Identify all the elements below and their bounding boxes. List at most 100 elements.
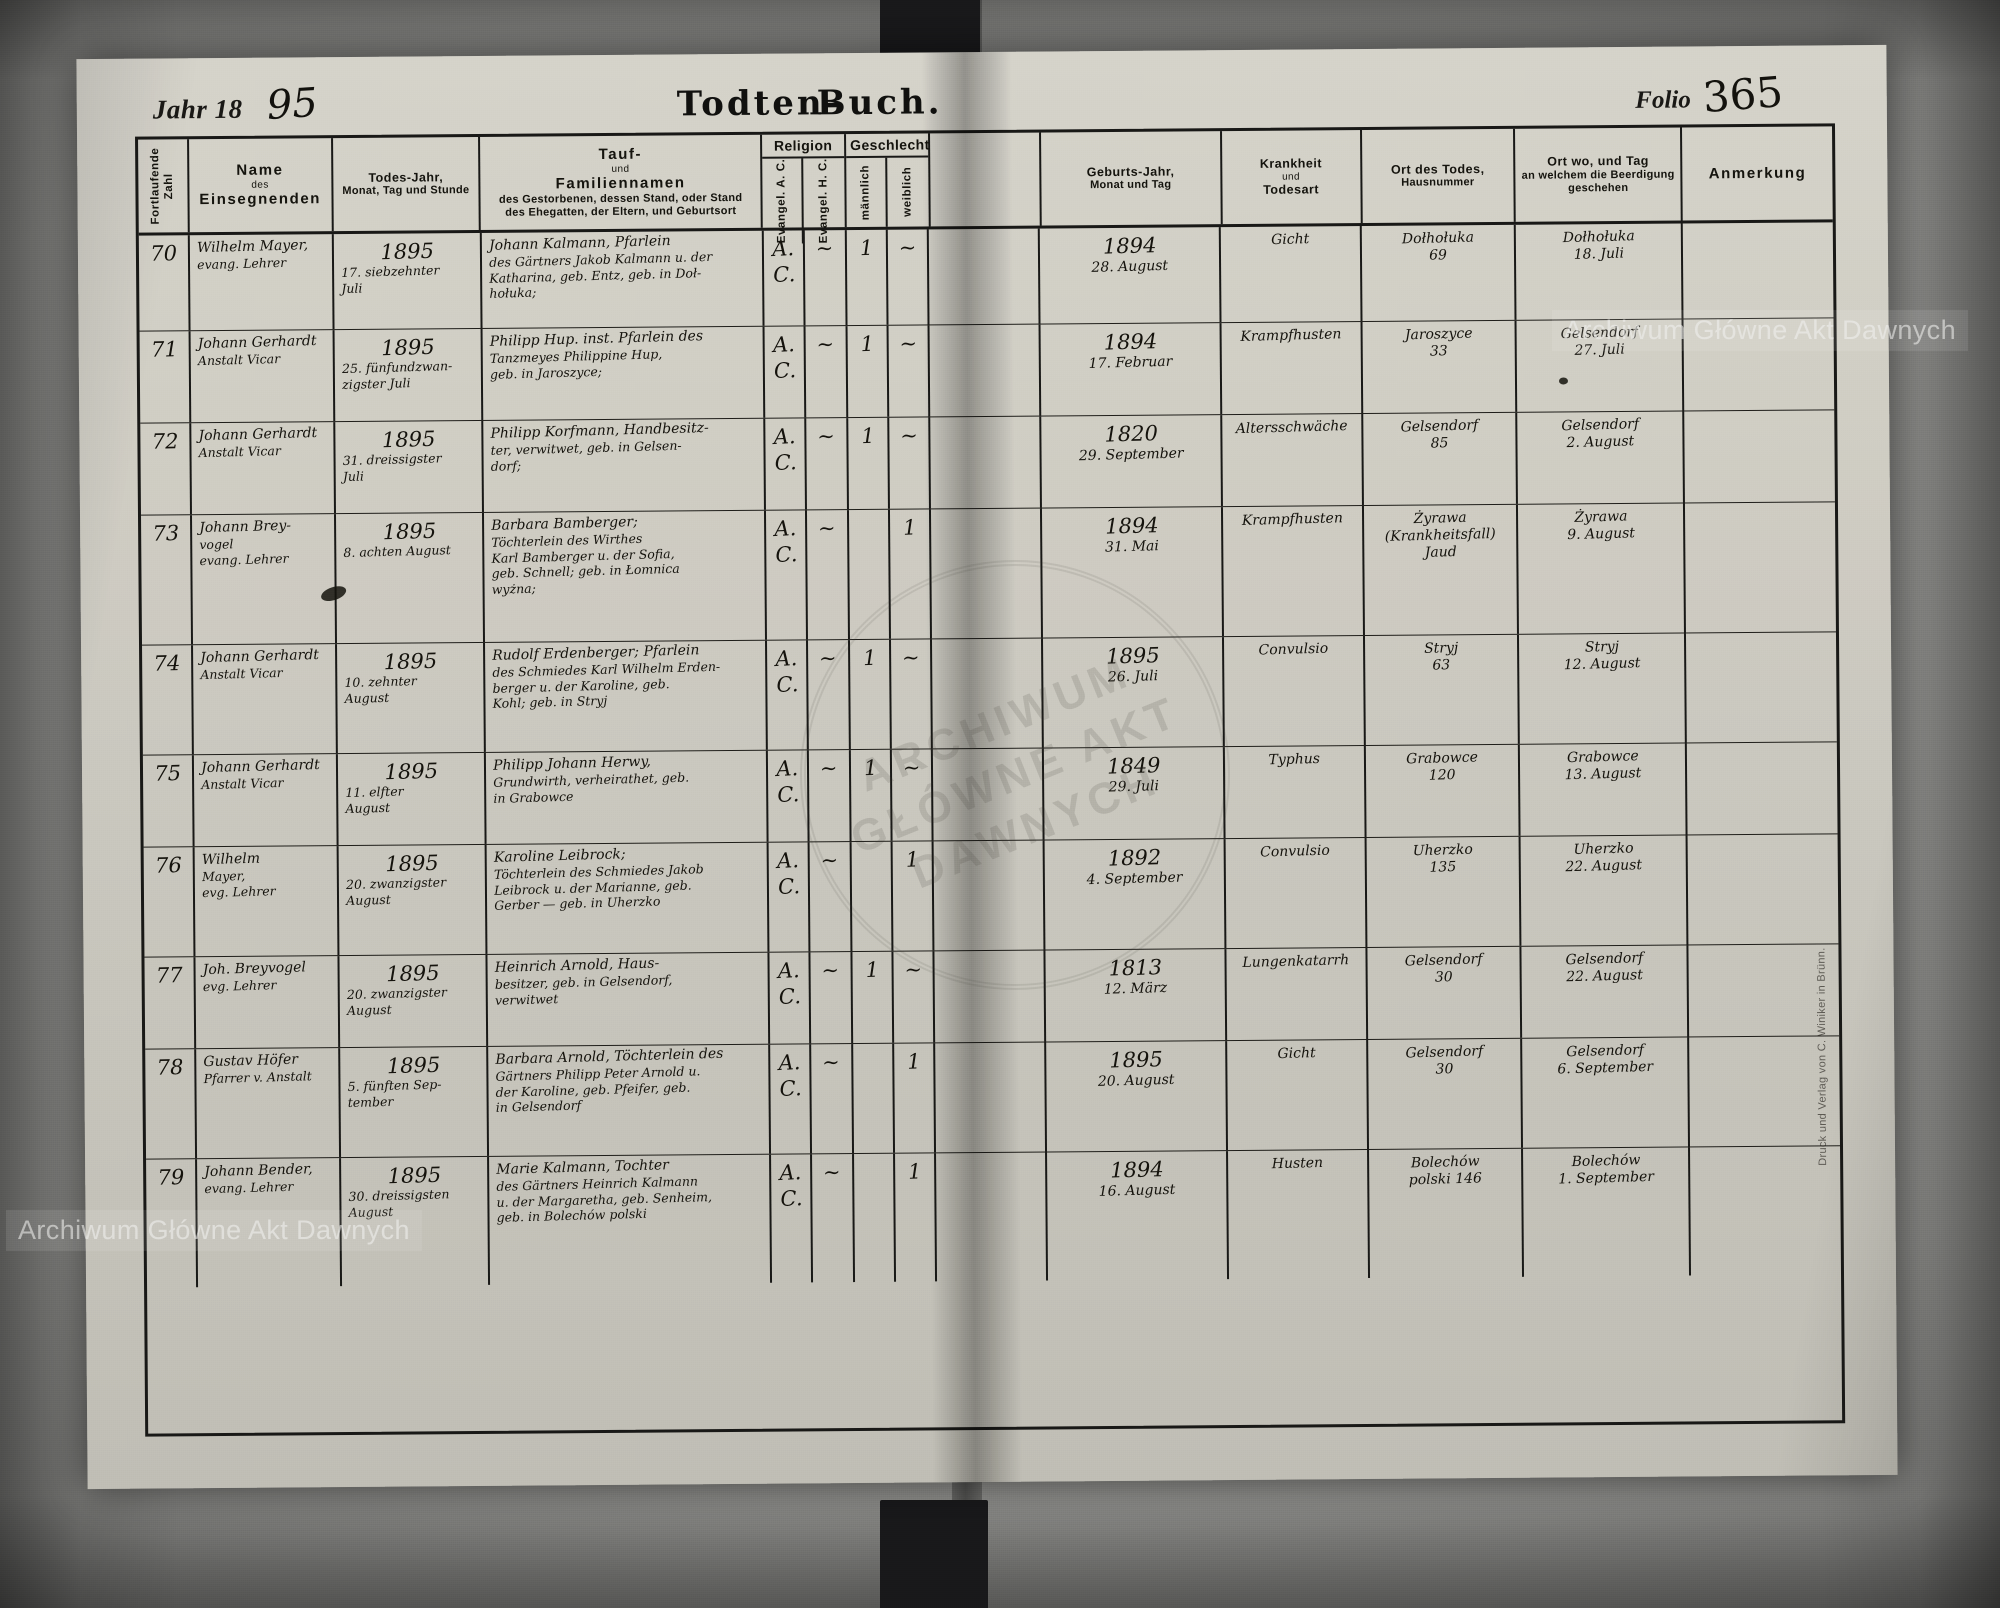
cell-beerdigung: Uherzko 22. August xyxy=(1520,835,1689,946)
column-header-anmerkung: Anmerkung xyxy=(1682,126,1832,220)
cell-geschlecht-maennlich: 1 xyxy=(852,951,895,1044)
cell-anmerkung xyxy=(1683,222,1834,318)
cell-todesjahr: 1895 17. siebzehnter Juli xyxy=(333,232,483,330)
cell-geschlecht-maennlich xyxy=(851,841,894,952)
cell-name-einsegnenden: Wilhelm Mayer, evang. Lehrer xyxy=(189,234,335,331)
cell-geburtsjahr: 1813 12. März xyxy=(1045,949,1228,1042)
beerd-main-label: Ort wo, und Tag xyxy=(1547,153,1649,169)
religion-label: Religion xyxy=(762,134,845,159)
cell-todesjahr: 1895 11. elfter August xyxy=(338,752,487,846)
cell-geburtsjahr: 1894 17. Februar xyxy=(1040,323,1223,416)
cell-laufende-zahl: 71 xyxy=(139,331,192,423)
cell-ort-des-todes: Gelsendorf 30 xyxy=(1367,946,1522,1040)
cell-laufende-zahl: 70 xyxy=(138,235,191,331)
cell-geschlecht-weiblich: ~ xyxy=(891,749,934,841)
year-value: 95 xyxy=(265,79,320,129)
cell-name-einsegnenden: Johann Gerhardt Anstalt Vicar xyxy=(190,330,336,423)
cell-tauf-familiennamen: Barbara Bamberger; Töchterlein des Wirthe… xyxy=(484,510,768,642)
cell-geburtsjahr: 1894 28. August xyxy=(1040,227,1222,324)
cell-tauf-familiennamen: Barbara Arnold, Töchterlein des Gärtners … xyxy=(488,1044,772,1156)
cell-gutter xyxy=(928,228,1041,325)
ink-blot xyxy=(1558,377,1569,385)
cell-anmerkung xyxy=(1684,318,1835,410)
folio-label: Folio xyxy=(1635,86,1691,114)
cell-gutter xyxy=(933,840,1046,951)
cell-religion-hc: ~ xyxy=(810,842,853,952)
cell-tauf-familiennamen: Philipp Korfmann, Handbesitz-ter, verwit… xyxy=(483,418,767,512)
cell-tauf-familiennamen: Rudolf Erdenberger; Pfarlein des Schmiede… xyxy=(485,640,769,752)
cell-ort-des-todes: Grabowce 120 xyxy=(1365,744,1521,838)
cell-religion-hc: ~ xyxy=(807,510,850,640)
cell-laufende-zahl: 74 xyxy=(142,645,194,755)
cell-religion-ac: A. C. xyxy=(770,1044,813,1154)
krankheit-line2-label: Todesart xyxy=(1263,182,1320,198)
cell-gutter xyxy=(933,748,1045,841)
cell-geschlecht-maennlich xyxy=(853,1153,897,1283)
column-header-laufende-zahl: Fortlaufende Zahl xyxy=(138,139,190,233)
page-title-right: Buch. xyxy=(816,82,943,124)
binder-clip-top xyxy=(880,0,980,56)
table-row: 75 Johann Gerhardt Anstalt Vicar 1895 11. el… xyxy=(142,742,1838,848)
cell-krankheit: Gicht xyxy=(1227,1040,1369,1151)
cell-ort-des-todes: Bolechów polski 146 xyxy=(1368,1148,1524,1279)
beerd-line3-label: geschehen xyxy=(1568,181,1629,195)
cell-name-einsegnenden: Wilhelm Mayer, evg. Lehrer xyxy=(194,846,340,957)
cell-geburtsjahr: 1820 29. September xyxy=(1041,415,1224,508)
binder-clip-bottom xyxy=(880,1500,988,1608)
beerd-line2-label: an welchem die Beerdigung xyxy=(1521,168,1675,182)
table-row: 72 Johann Gerhardt Anstalt Vicar 1895 31. dr… xyxy=(140,410,1835,516)
cell-gutter xyxy=(934,950,1047,1043)
cell-religion-ac: A. C. xyxy=(764,326,807,418)
cell-beerdigung: Grabowce 13. August xyxy=(1519,743,1688,836)
column-header-todesjahr: Todes-Jahr, Monat, Tag und Stunde xyxy=(332,136,482,232)
cell-geschlecht-weiblich: ~ xyxy=(890,639,934,749)
table-row: 77 Joh. Breyvogel evg. Lehrer 1895 20. zwanz… xyxy=(144,944,1840,1050)
cell-geschlecht-weiblich: ~ xyxy=(887,229,930,325)
cell-religion-hc: ~ xyxy=(810,952,853,1044)
cell-gutter xyxy=(936,1152,1049,1282)
cell-todesjahr: 1895 20. zwanzigster August xyxy=(339,954,489,1048)
cell-beerdigung: Gelsendorf 6. September xyxy=(1521,1037,1691,1148)
cell-anmerkung xyxy=(1686,632,1837,742)
cell-todesjahr: 1895 10. zehnter August xyxy=(337,642,487,754)
cell-tauf-familiennamen: Marie Kalmann, Tochter des Gärtners Heinr… xyxy=(489,1154,773,1285)
cell-religion-hc: ~ xyxy=(811,1044,854,1154)
geschlecht-label: Geschlecht xyxy=(846,133,930,158)
column-header-geburtsjahr: Geburts-Jahr, Monat und Tag xyxy=(1040,131,1223,226)
tauf-line4-label: des Ehegatten, der Eltern, und Geburtsor… xyxy=(505,205,737,219)
cell-geschlecht-weiblich: 1 xyxy=(892,841,935,951)
geschlecht-maennlich-label: männlich xyxy=(859,164,872,220)
cell-religion-ac: A. C. xyxy=(771,1154,814,1283)
cell-religion-ac: A. C. xyxy=(767,640,810,750)
cell-laufende-zahl: 73 xyxy=(140,515,193,645)
religion-hc-label: Evangel. H. C. xyxy=(816,157,830,243)
cell-geschlecht-weiblich: 1 xyxy=(895,1153,938,1282)
cell-ort-des-todes: Żyrawa (Krankheitsfall) Jaud xyxy=(1363,504,1519,636)
column-header-taufnamen: Tauf- und Familiennamen des Gestorbenen,… xyxy=(480,134,763,230)
cell-geschlecht-maennlich xyxy=(848,509,891,640)
column-header-geschlecht: Geschlecht männlich weiblich xyxy=(846,133,931,228)
cell-gutter xyxy=(932,638,1045,749)
cell-geschlecht-maennlich: 1 xyxy=(850,749,893,842)
tauf-main-label: Tauf- xyxy=(598,145,643,163)
cell-krankheit: Typhus xyxy=(1225,746,1367,839)
cell-geschlecht-weiblich: ~ xyxy=(888,325,931,417)
cell-beerdigung: Stryj 12. August xyxy=(1518,633,1687,744)
geschlecht-weiblich-subcolumn: weiblich xyxy=(887,157,929,227)
cell-ort-des-todes: Gelsendorf 30 xyxy=(1367,1038,1523,1150)
column-header-religion: Religion Evangel. A. C. Evangel. H. C. xyxy=(762,134,847,244)
cell-gutter xyxy=(931,508,1044,639)
cell-beerdigung: Gelsendorf 2. August xyxy=(1516,411,1686,504)
year-label: Jahr 18 xyxy=(152,93,243,125)
column-header-gutter xyxy=(930,132,1042,227)
column-header-ort-des-todes: Ort des Todes, Hausnummer xyxy=(1361,128,1516,224)
cell-geschlecht-maennlich: 1 xyxy=(847,325,890,418)
cell-religion-hc: ~ xyxy=(808,640,851,750)
tauf-sub-label: und xyxy=(611,163,630,175)
geschlecht-weiblich-label: weiblich xyxy=(901,166,914,217)
cell-anmerkung xyxy=(1685,502,1836,632)
cell-tauf-familiennamen: Philipp Johann Herwy, Grundwirth, verheir… xyxy=(486,750,769,844)
table-header-row: Fortlaufende Zahl Name des Einsegnenden … xyxy=(138,126,1833,244)
cell-anmerkung xyxy=(1684,410,1835,502)
cell-geschlecht-maennlich: 1 xyxy=(847,417,890,510)
